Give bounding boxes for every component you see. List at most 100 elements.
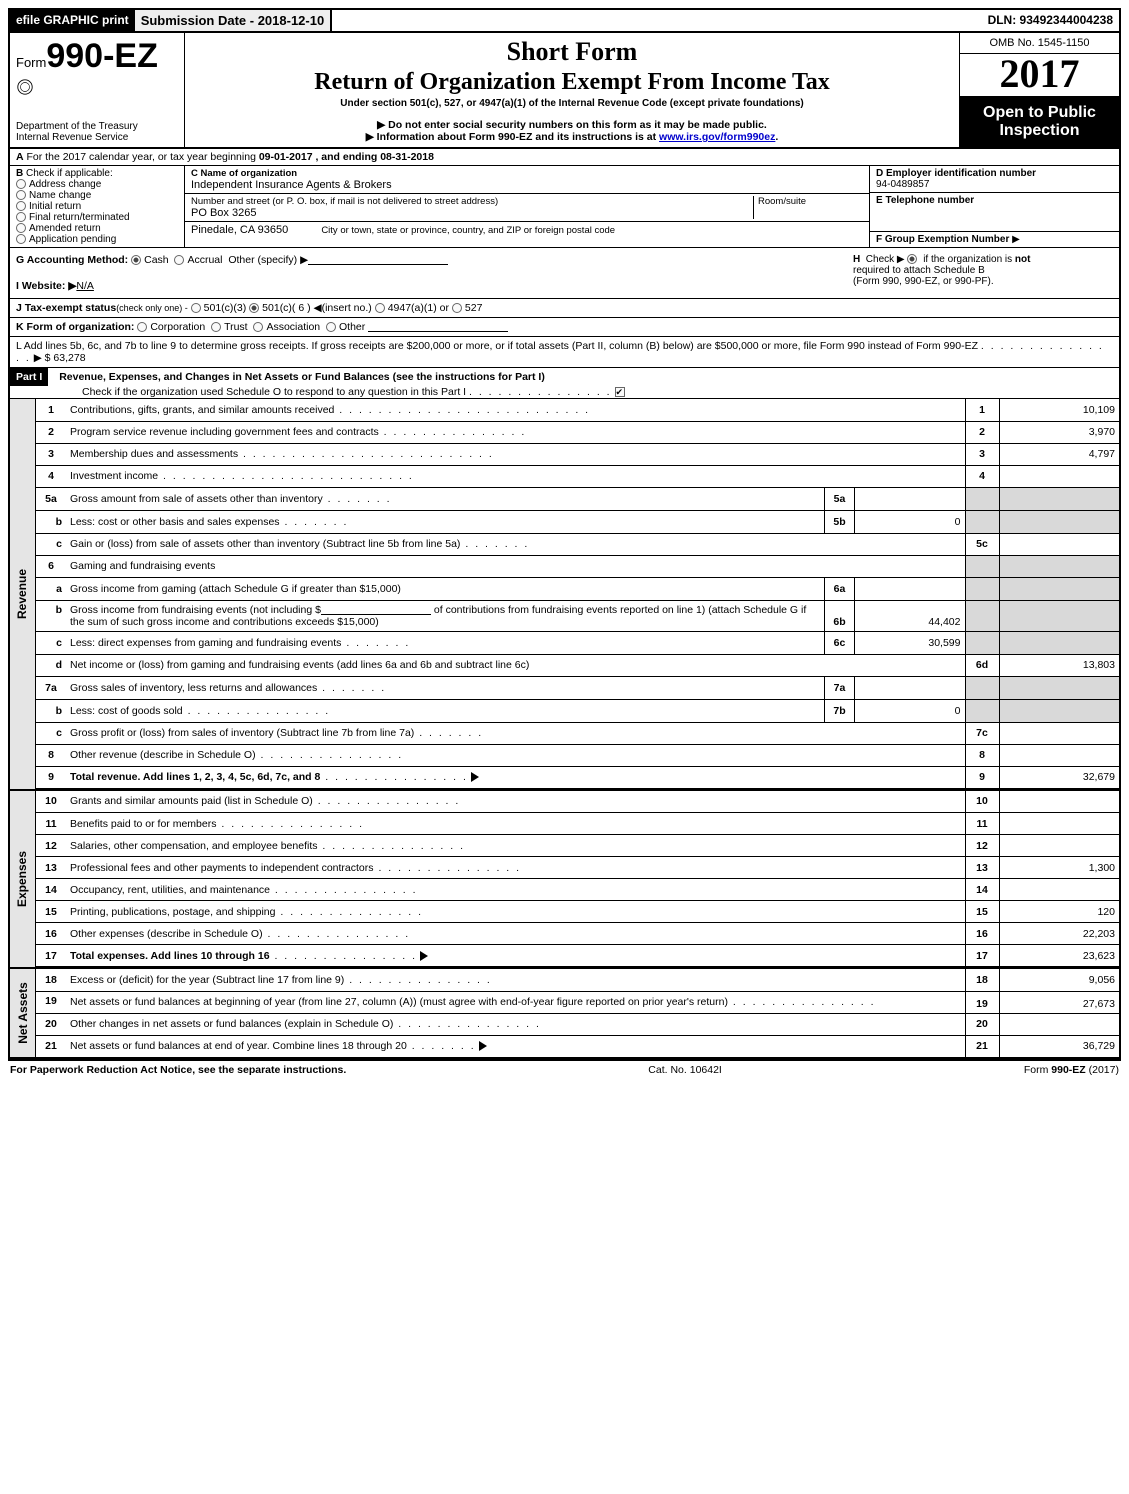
footer-left: For Paperwork Reduction Act Notice, see … (10, 1064, 346, 1076)
l15-desc: Printing, publications, postage, and shi… (70, 906, 275, 918)
l17-desc: Total expenses. Add lines 10 through 16 (70, 950, 270, 962)
l4-desc: Investment income (70, 470, 414, 482)
J-o2: 501(c)( 6 ) ◀(insert no.) (262, 302, 372, 314)
l3-desc: Membership dues and assessments (70, 448, 494, 460)
final-return-radio[interactable] (16, 212, 26, 222)
line-A-prefix: A (16, 151, 24, 163)
K-corp-radio[interactable] (137, 322, 147, 332)
J-527-radio[interactable] (452, 303, 462, 313)
dept-block: Department of the Treasury Internal Reve… (16, 121, 138, 143)
K-assoc-radio[interactable] (253, 322, 263, 332)
org-name: Independent Insurance Agents & Brokers (191, 179, 863, 191)
l7a-desc: Gross sales of inventory, less returns a… (70, 682, 386, 694)
schedule-o-check[interactable] (615, 387, 625, 397)
part-I-bar: Part I (10, 368, 48, 386)
line-H: H Check ▶ if the organization is not req… (853, 254, 1113, 292)
l14-amt (999, 879, 1119, 901)
l6b-amt: 44,402 (855, 601, 965, 631)
table-row: 8Other revenue (describe in Schedule O)8 (36, 744, 1119, 766)
l10-desc: Grants and similar amounts paid (list in… (70, 795, 313, 807)
C-label: C Name of organization (191, 168, 297, 179)
l9-desc: Total revenue. Add lines 1, 2, 3, 4, 5c,… (70, 771, 320, 783)
revenue-sidelabel: Revenue (10, 399, 36, 789)
short-form-title: Short Form (195, 37, 949, 67)
other-specify-blank[interactable] (308, 255, 448, 265)
expenses-table: 10Grants and similar amounts paid (list … (36, 791, 1119, 968)
amended-return-label: Amended return (29, 223, 101, 234)
table-row: cGross profit or (loss) from sales of in… (36, 722, 1119, 744)
table-row: 4Investment income4 (36, 465, 1119, 487)
K-o2: Trust (224, 321, 248, 333)
other-label: Other (specify) ▶ (228, 254, 308, 266)
addr-change-radio[interactable] (16, 179, 26, 189)
dept-line2: Internal Revenue Service (16, 132, 138, 143)
table-row: 19Net assets or fund balances at beginni… (36, 991, 1119, 1013)
top-strip: efile GRAPHIC print Submission Date - 20… (10, 10, 1119, 33)
app-pending-radio[interactable] (16, 234, 26, 244)
netassets-section: Net Assets 18Excess or (deficit) for the… (10, 969, 1119, 1059)
tax-year: 2017 (960, 54, 1119, 97)
line-A-mid: , and ending (315, 151, 380, 163)
line-J: J Tax-exempt status(check only one) - 50… (10, 299, 1119, 318)
K-other-radio[interactable] (326, 322, 336, 332)
H-label: H (853, 254, 860, 265)
submission-date: Submission Date - 2018-12-10 (135, 10, 333, 31)
col-DEF: D Employer identification number 94-0489… (869, 166, 1119, 247)
table-row: 5aGross amount from sale of assets other… (36, 487, 1119, 510)
info-link-line: ▶ Information about Form 990-EZ and its … (195, 131, 949, 143)
l6b-blank[interactable] (321, 605, 431, 615)
final-return-label: Final return/terminated (29, 212, 130, 223)
l6-desc: Gaming and fundraising events (66, 555, 965, 577)
room-label: Room/suite (758, 196, 863, 207)
K-o1: Corporation (150, 321, 205, 333)
accrual-radio[interactable] (174, 255, 184, 265)
J-501c-radio[interactable] (249, 303, 259, 313)
l14-desc: Occupancy, rent, utilities, and maintena… (70, 884, 270, 896)
l7b-amt: 0 (855, 700, 965, 722)
under-section-text: Under section 501(c), 527, or 4947(a)(1)… (195, 98, 949, 109)
table-row: cLess: direct expenses from gaming and f… (36, 631, 1119, 654)
footer-cat: Cat. No. 10642I (346, 1064, 1024, 1076)
form-header: Form990-EZ Department of the Treasury In… (10, 33, 1119, 149)
initial-return-label: Initial return (29, 201, 81, 212)
L-amount: ▶ $ 63,278 (34, 352, 86, 364)
H-not: not (1015, 254, 1031, 265)
netassets-sidelabel: Net Assets (10, 969, 36, 1057)
street-label: Number and street (or P. O. box, if mail… (191, 196, 753, 207)
city-value: Pinedale, CA 93650 (191, 224, 288, 236)
l6c-desc: Less: direct expenses from gaming and fu… (70, 637, 410, 649)
irs-link[interactable]: www.irs.gov/form990ez (659, 131, 775, 143)
expenses-sidelabel: Expenses (10, 791, 36, 968)
F-arrow: ▶ (1012, 234, 1020, 245)
table-row: 9Total revenue. Add lines 1, 2, 3, 4, 5c… (36, 766, 1119, 788)
table-row: 18Excess or (deficit) for the year (Subt… (36, 969, 1119, 991)
name-change-radio[interactable] (16, 190, 26, 200)
revenue-table: 1Contributions, gifts, grants, and simil… (36, 399, 1119, 789)
amended-return-radio[interactable] (16, 223, 26, 233)
table-row: 14Occupancy, rent, utilities, and mainte… (36, 879, 1119, 901)
l20-desc: Other changes in net assets or fund bala… (70, 1018, 393, 1030)
initial-return-radio[interactable] (16, 201, 26, 211)
l5b-desc: Less: cost or other basis and sales expe… (70, 516, 348, 528)
l15-amt: 120 (999, 901, 1119, 923)
l5c-desc: Gain or (loss) from sale of assets other… (70, 538, 460, 550)
K-other-blank[interactable] (368, 322, 508, 332)
l7c-desc: Gross profit or (loss) from sales of inv… (70, 727, 414, 739)
info-link-pre: ▶ Information about Form 990-EZ and its … (366, 131, 659, 143)
app-pending-label: Application pending (29, 234, 116, 245)
K-trust-radio[interactable] (211, 322, 221, 332)
l7c-amt (999, 722, 1119, 744)
J-4947-radio[interactable] (375, 303, 385, 313)
table-row: 13Professional fees and other payments t… (36, 857, 1119, 879)
cash-radio[interactable] (131, 255, 141, 265)
J-label: J Tax-exempt status (16, 302, 116, 314)
netassets-label: Net Assets (16, 982, 30, 1044)
J-sub: (check only one) - (116, 303, 188, 313)
J-501c3-radio[interactable] (191, 303, 201, 313)
dept-line1: Department of the Treasury (16, 121, 138, 132)
H-check[interactable] (907, 254, 917, 264)
table-row: 20Other changes in net assets or fund ba… (36, 1013, 1119, 1035)
l18-amt: 9,056 (999, 969, 1119, 991)
table-row: cGain or (loss) from sale of assets othe… (36, 533, 1119, 555)
l11-desc: Benefits paid to or for members (70, 818, 216, 830)
